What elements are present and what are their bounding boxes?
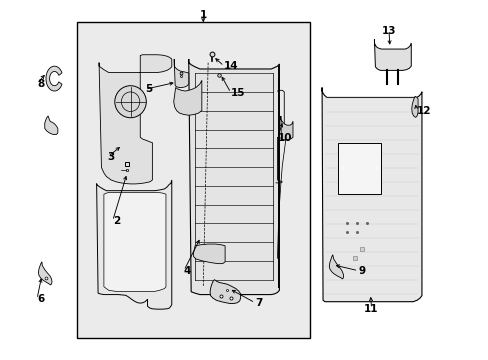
Bar [337,143,381,194]
Text: 15: 15 [230,88,245,98]
Polygon shape [280,116,292,140]
Text: 1: 1 [199,9,206,19]
Text: 12: 12 [416,105,430,116]
Polygon shape [99,55,171,184]
Bar [77,22,309,338]
Polygon shape [174,59,188,87]
Polygon shape [97,180,171,309]
Text: 11: 11 [364,304,378,314]
Polygon shape [46,66,62,91]
Polygon shape [411,96,417,117]
Polygon shape [329,255,343,279]
Text: 7: 7 [255,298,262,308]
Text: 13: 13 [381,26,395,36]
Text: 9: 9 [358,266,365,276]
Text: 3: 3 [107,152,115,162]
Text: 5: 5 [145,84,152,94]
Text: 14: 14 [224,61,238,71]
Text: 10: 10 [277,133,291,143]
Polygon shape [103,193,165,291]
Polygon shape [193,244,224,264]
Polygon shape [39,262,52,285]
Polygon shape [374,40,410,71]
Ellipse shape [115,86,146,118]
Text: 4: 4 [183,266,191,276]
Polygon shape [188,59,279,294]
Polygon shape [173,80,202,115]
Polygon shape [45,116,58,134]
Text: 2: 2 [112,216,120,226]
Polygon shape [322,87,421,302]
Text: 6: 6 [37,294,44,304]
Polygon shape [210,280,240,303]
Text: 8: 8 [37,79,44,89]
